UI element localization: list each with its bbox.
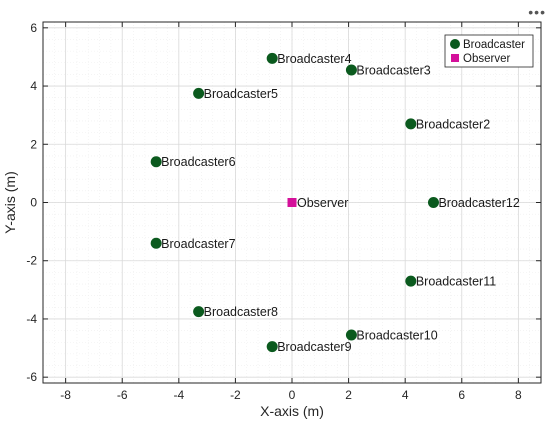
x-tick-label: -4 — [173, 388, 184, 402]
point-label: Broadcaster5 — [204, 87, 278, 101]
y-tick-label: -6 — [26, 370, 37, 384]
x-tick-label: 6 — [458, 388, 465, 402]
point-label: Broadcaster2 — [416, 117, 490, 131]
x-tick-label: -8 — [60, 388, 71, 402]
legend-observer-swatch — [451, 54, 459, 62]
y-tick-label: -4 — [26, 312, 37, 326]
broadcaster-marker — [405, 275, 417, 287]
x-tick-label: 0 — [289, 388, 296, 402]
legend-entry-label: Broadcaster — [463, 39, 525, 51]
y-tick-label: 6 — [30, 21, 37, 35]
broadcaster-marker — [193, 306, 205, 318]
y-tick-labels: -6 -4 -2 0 2 4 6 — [26, 21, 37, 384]
broadcaster-marker — [345, 329, 357, 341]
point-label: Broadcaster9 — [277, 340, 351, 354]
x-tick-label: 2 — [345, 388, 352, 402]
point-label: Broadcaster7 — [161, 237, 235, 251]
point-label: Broadcaster4 — [277, 52, 351, 66]
broadcaster-marker — [345, 64, 357, 76]
legend-broadcaster-swatch — [450, 39, 460, 49]
x-tick-label: -2 — [230, 388, 241, 402]
point-label: Broadcaster6 — [161, 155, 235, 169]
x-tick-label: -6 — [117, 388, 128, 402]
axis-ticks — [43, 22, 541, 383]
broadcaster-marker — [405, 118, 417, 130]
broadcaster-marker — [266, 52, 278, 64]
y-tick-label: 4 — [30, 79, 37, 93]
x-axis-label: X-axis (m) — [260, 403, 324, 419]
observer-marker — [287, 198, 297, 207]
broadcaster-marker — [150, 237, 162, 249]
y-axis-label: Y-axis (m) — [2, 171, 18, 234]
y-tick-label: 2 — [30, 137, 37, 151]
broadcaster-marker — [150, 156, 162, 168]
point-label: Broadcaster12 — [438, 196, 519, 210]
x-tick-label: 4 — [402, 388, 409, 402]
legend-box — [444, 34, 534, 68]
axes-toolbar-menu-icon[interactable]: ••• — [528, 4, 546, 20]
point-label: Broadcaster3 — [356, 64, 430, 78]
y-tick-label: 0 — [30, 196, 37, 210]
broadcaster-marker — [427, 197, 439, 208]
y-tick-label: -2 — [26, 254, 37, 268]
legend-entry-label: Observer — [463, 53, 510, 65]
broadcaster-marker — [266, 341, 278, 353]
legend[interactable]: Broadcaster Observer — [444, 34, 534, 68]
point-label: Observer — [297, 196, 348, 210]
point-label: Broadcaster10 — [356, 328, 437, 342]
point-label: Broadcaster11 — [416, 275, 496, 289]
x-tick-label: 8 — [515, 388, 522, 402]
point-label: Broadcaster8 — [204, 305, 278, 319]
major-grid — [43, 22, 541, 383]
x-tick-labels: -8 -6 -4 -2 0 2 4 6 8 — [60, 388, 522, 402]
broadcaster-marker — [193, 87, 205, 99]
data-points: Broadcaster2 Broadcaster3 Broadcaster4 Broa… — [150, 52, 520, 354]
